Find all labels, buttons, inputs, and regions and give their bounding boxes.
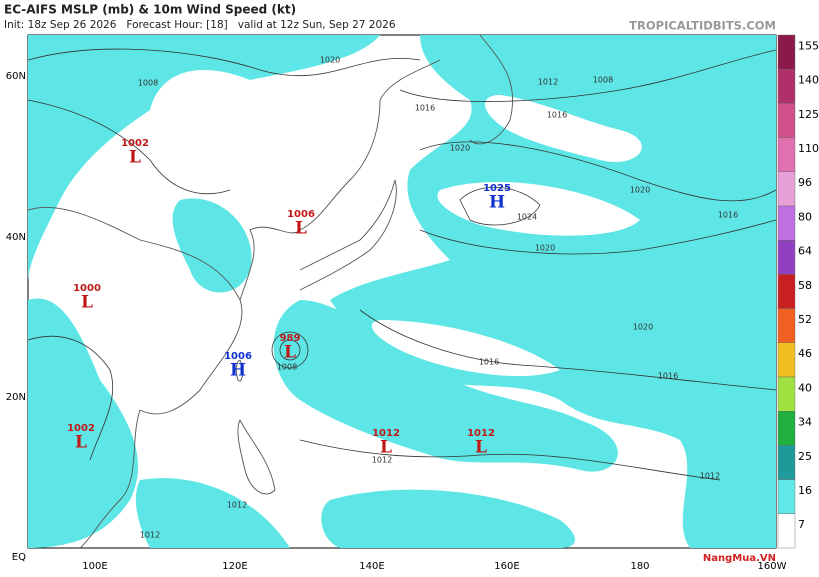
colorbar-segment (777, 137, 796, 173)
center-symbol: L (295, 219, 307, 239)
graticule-labels: 60N 40N 20N EQ 100E 120E 140E 160E 180 160W (6, 71, 787, 572)
colorbar-segment (777, 445, 796, 480)
colorbar-label: 64 (798, 245, 812, 258)
colorbar-label: 140 (798, 74, 819, 87)
center-symbol: L (284, 343, 296, 363)
colorbar-label: 155 (798, 39, 819, 52)
map-title: EC-AIFS MSLP (mb) & 10m Wind Speed (kt) (4, 3, 296, 17)
center-value: 1006 (224, 351, 252, 362)
site-label: TROPICALTIDBITS.COM (629, 19, 776, 33)
colorbar-label: 34 (798, 416, 812, 429)
watermark: NangMua.VN (703, 553, 776, 564)
isobar-label: 1012 (227, 501, 247, 510)
lon-label: 120E (222, 561, 247, 572)
isobar-label: 1012 (372, 456, 392, 465)
colorbar-segment (777, 342, 796, 378)
colorbar-label: 96 (798, 176, 812, 189)
colorbar-segment (777, 479, 796, 515)
colorbar-label: 80 (798, 210, 812, 223)
center-value: 1006 (287, 209, 315, 220)
colorbar-label: 40 (798, 381, 812, 394)
isobar-label: 1008 (138, 79, 158, 88)
colorbar-segment (777, 376, 796, 412)
isobar-label: 1008 (277, 363, 297, 372)
colorbar-segment (777, 68, 796, 104)
isobar-label: 1020 (633, 323, 653, 332)
colorbar-label: 7 (798, 518, 805, 531)
lat-label: 60N (6, 71, 26, 82)
center-symbol: H (489, 193, 505, 213)
isobar-label: 1012 (140, 531, 160, 540)
coastlines (27, 34, 514, 549)
isobar-labels: 1008 1020 1016 1012 1008 1020 1016 1024 1020 1020… (138, 56, 738, 540)
lat-label: EQ (12, 552, 26, 563)
map-panel: 1002L1006L1000L989L1006H1002L1025H1012L1… (27, 34, 777, 549)
colorbar-label: 58 (798, 279, 812, 292)
colorbar-segment (777, 513, 796, 549)
pressure-centers: 1002L1006L1000L989L1006H1002L1025H1012L1… (67, 138, 511, 458)
isobar-label: 1016 (718, 211, 738, 220)
center-value: 1012 (467, 428, 495, 439)
lon-label: 160E (494, 561, 519, 572)
isobar-label: 1020 (535, 244, 555, 253)
center-value: 1002 (121, 138, 149, 149)
isobar-label: 1020 (630, 186, 650, 195)
colorbar-segment (777, 239, 796, 275)
isobar-label: 1012 (700, 472, 720, 481)
wind-shading (28, 35, 776, 548)
lon-label: 160W (758, 561, 787, 572)
lon-label: 100E (82, 561, 107, 572)
colorbar-segment (777, 205, 796, 241)
colorbar-label: 46 (798, 347, 812, 360)
lon-label: 180 (630, 561, 649, 572)
isobar-label: 1020 (320, 56, 340, 65)
colorbar-label: 110 (798, 142, 819, 155)
center-symbol: L (129, 148, 141, 168)
center-value: 1012 (372, 428, 400, 439)
colorbar-segment (777, 411, 796, 446)
calm-areas (371, 95, 642, 377)
isobar-label: 1012 (538, 78, 558, 87)
colorbar-label: 125 (798, 108, 819, 121)
isobar-label: 1016 (479, 358, 499, 367)
colorbar-segment (777, 34, 796, 70)
isobar-label: 1008 (593, 76, 613, 85)
lon-label: 140E (359, 561, 384, 572)
colorbar-segment (777, 308, 796, 344)
colorbar-label: 16 (798, 484, 812, 497)
isobar-label: 1024 (517, 213, 537, 222)
center-value: 989 (280, 333, 301, 344)
center-value: 1000 (73, 283, 101, 294)
isobar-label: 1020 (450, 144, 470, 153)
center-value: 1025 (483, 183, 511, 194)
colorbar-segment (777, 103, 796, 138)
lat-label: 20N (6, 392, 26, 403)
center-symbol: H (230, 361, 246, 381)
colorbar: 155 140 125 110 96 80 64 58 52 46 40 34 25 16 7 (777, 34, 819, 549)
center-symbol: L (81, 293, 93, 313)
lat-label: 40N (6, 232, 26, 243)
isobar-label: 1016 (547, 111, 567, 120)
center-symbol: L (380, 438, 392, 458)
center-symbol: L (475, 438, 487, 458)
colorbar-segment (777, 274, 796, 309)
isobars (27, 48, 777, 481)
center-value: 1002 (67, 423, 95, 434)
colorbar-segment (777, 171, 796, 207)
map-subtitle: Init: 18z Sep 26 2026 Forecast Hour: [18… (4, 19, 396, 31)
colorbar-label: 25 (798, 450, 812, 463)
colorbar-label: 52 (798, 313, 812, 326)
center-symbol: L (75, 433, 87, 453)
isobar-label: 1016 (415, 104, 435, 113)
isobar-label: 1016 (658, 372, 678, 381)
